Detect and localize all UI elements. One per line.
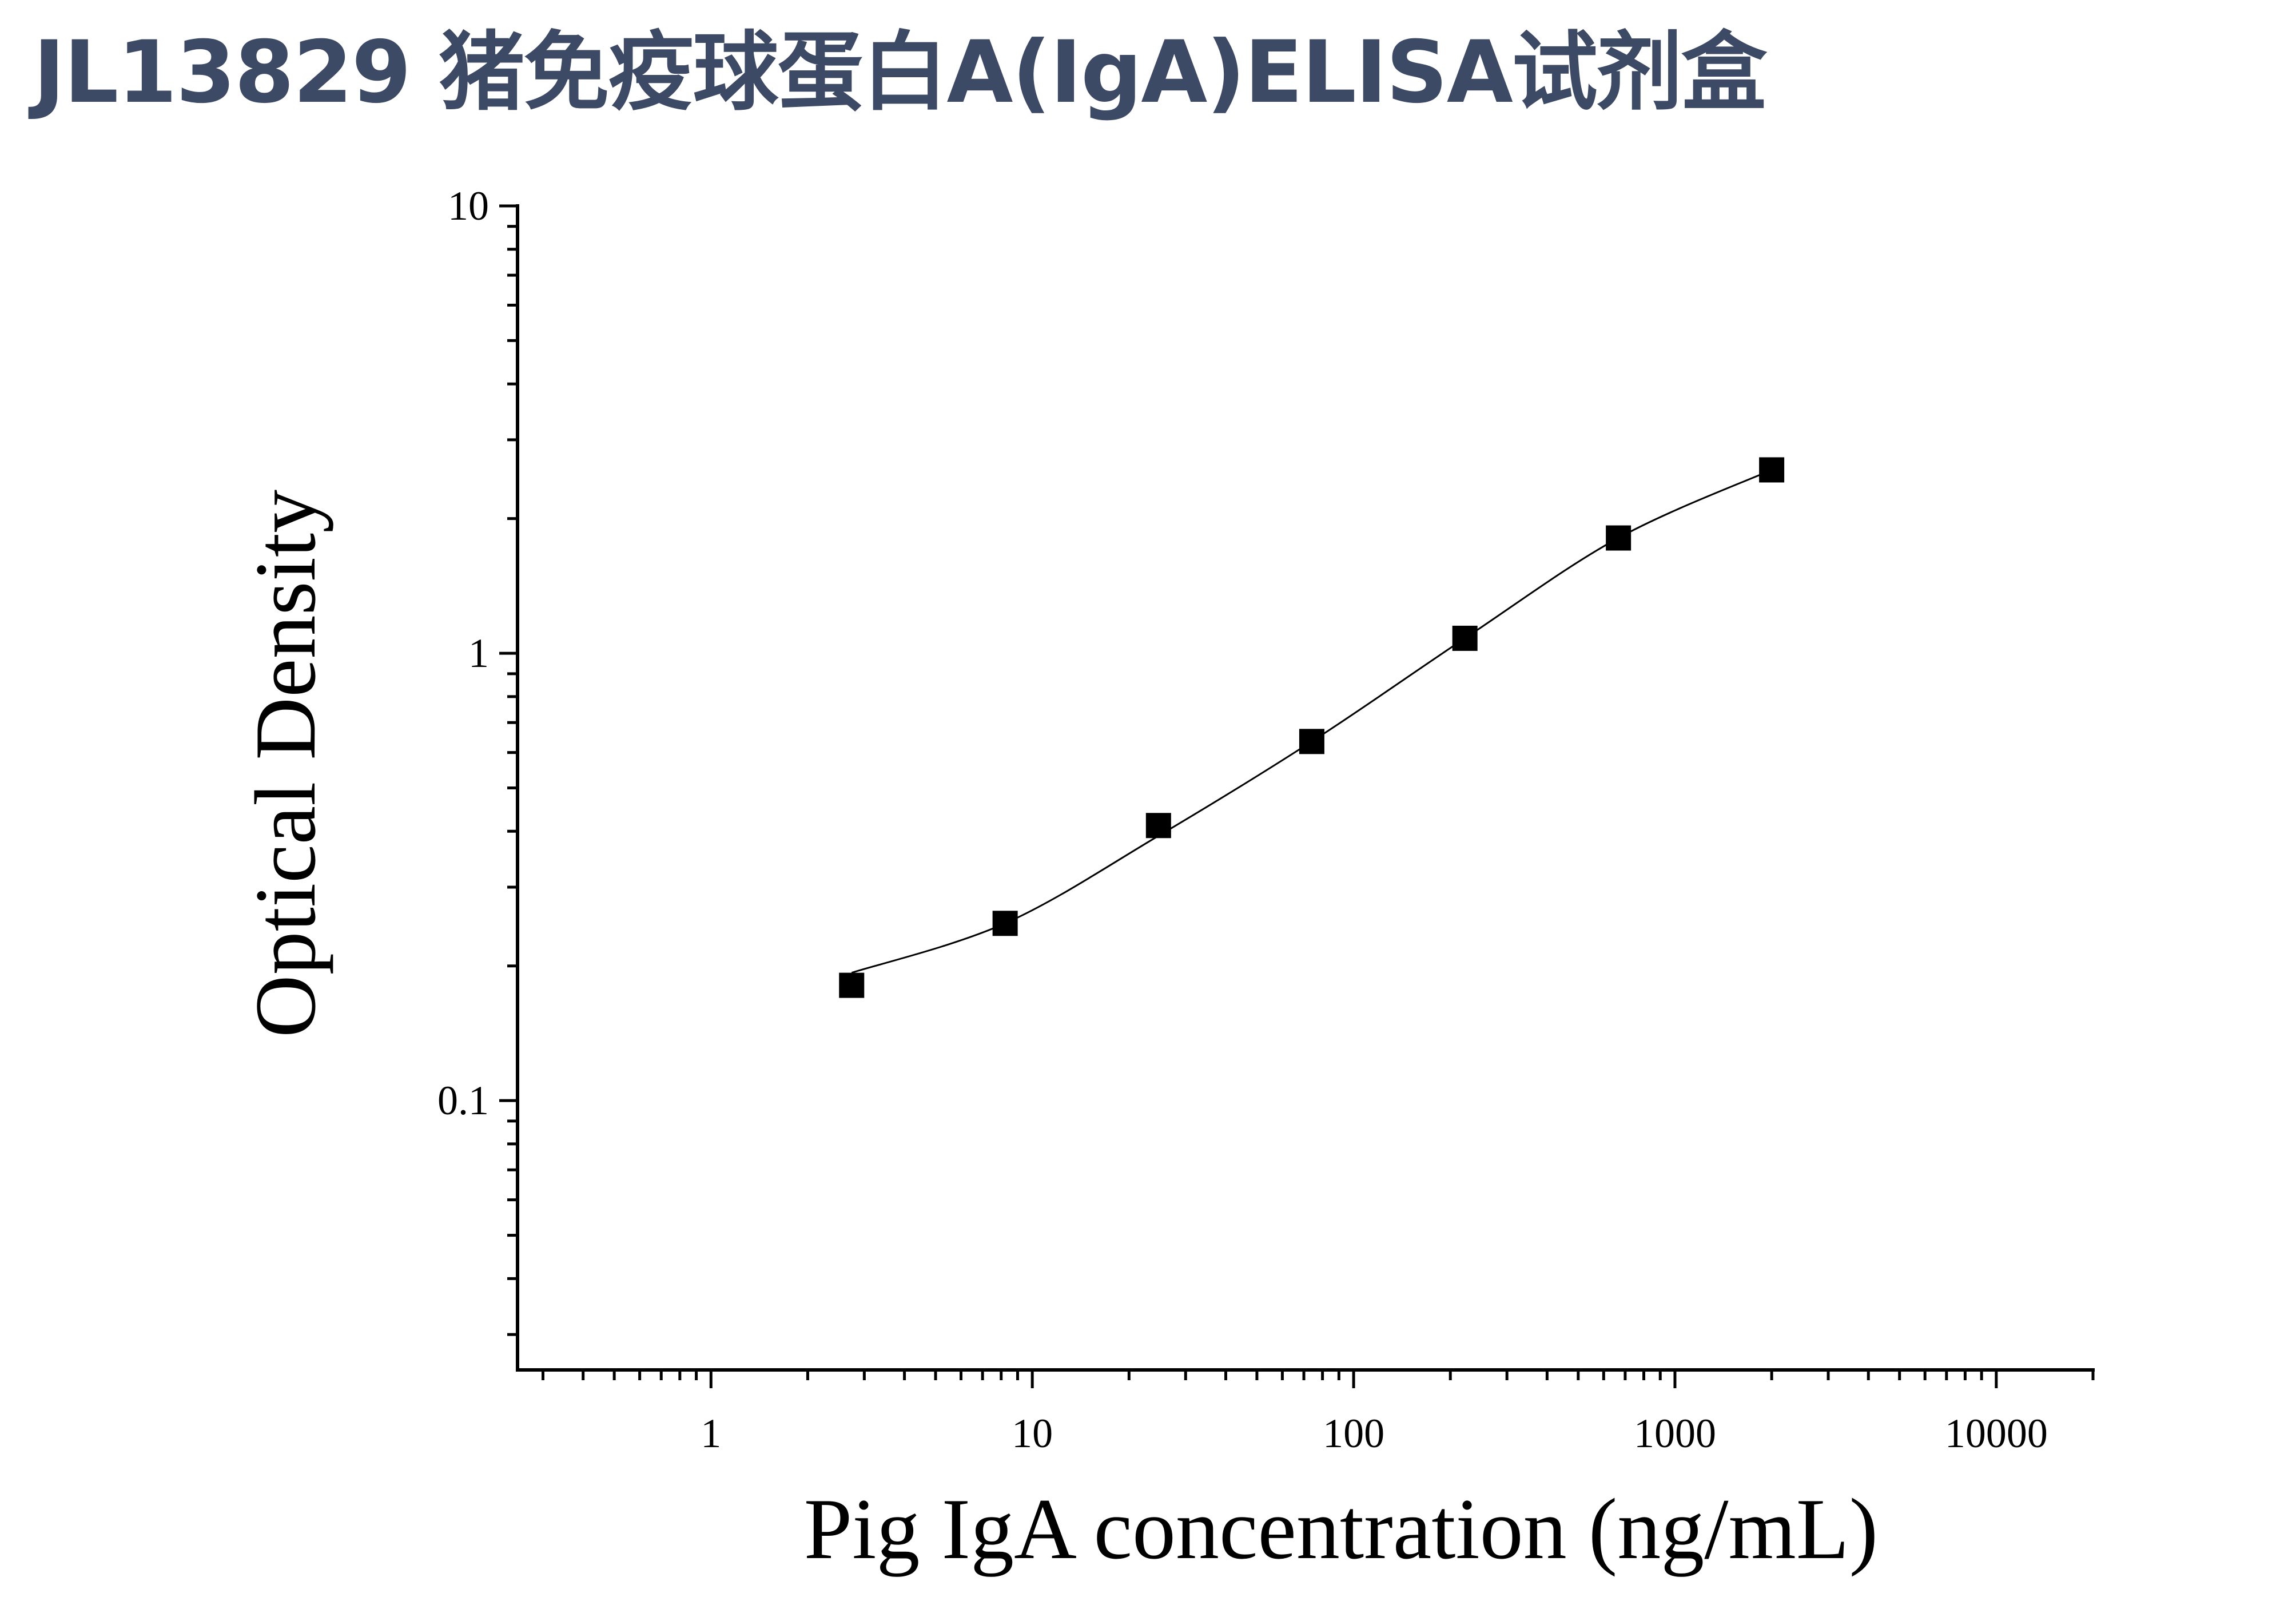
data-point	[1299, 729, 1324, 754]
x-tick-label: 10000	[1945, 1411, 2048, 1456]
page-title: JL13829 猪免疫球蛋白A(IgA)ELISA试剂盒	[33, 23, 1767, 122]
y-tick-label: 0.1	[437, 1078, 489, 1123]
y-axis-label: Optical Density	[237, 490, 333, 1038]
x-tick-label: 10	[1012, 1411, 1053, 1456]
data-point	[839, 972, 865, 998]
chart-ticks: 1 10 100 1000 10000 0.1 1 10	[437, 183, 2095, 1456]
data-point	[1606, 525, 1632, 551]
data-point	[1759, 457, 1785, 483]
fit-curve-group	[851, 469, 1772, 974]
y-tick-label: 1	[468, 630, 489, 676]
fit-curve	[851, 469, 1772, 974]
x-axis-label: Pig IgA concentration (ng/mL)	[804, 1481, 1878, 1577]
data-point	[992, 911, 1018, 936]
data-point	[1145, 813, 1171, 839]
x-tick-label: 100	[1323, 1411, 1384, 1456]
data-points	[839, 457, 1785, 998]
x-tick-label: 1000	[1634, 1411, 1716, 1456]
y-tick-label: 10	[448, 183, 489, 229]
x-tick-label: 1	[701, 1411, 721, 1456]
chart-axes	[516, 204, 2095, 1372]
data-point	[1452, 625, 1478, 651]
